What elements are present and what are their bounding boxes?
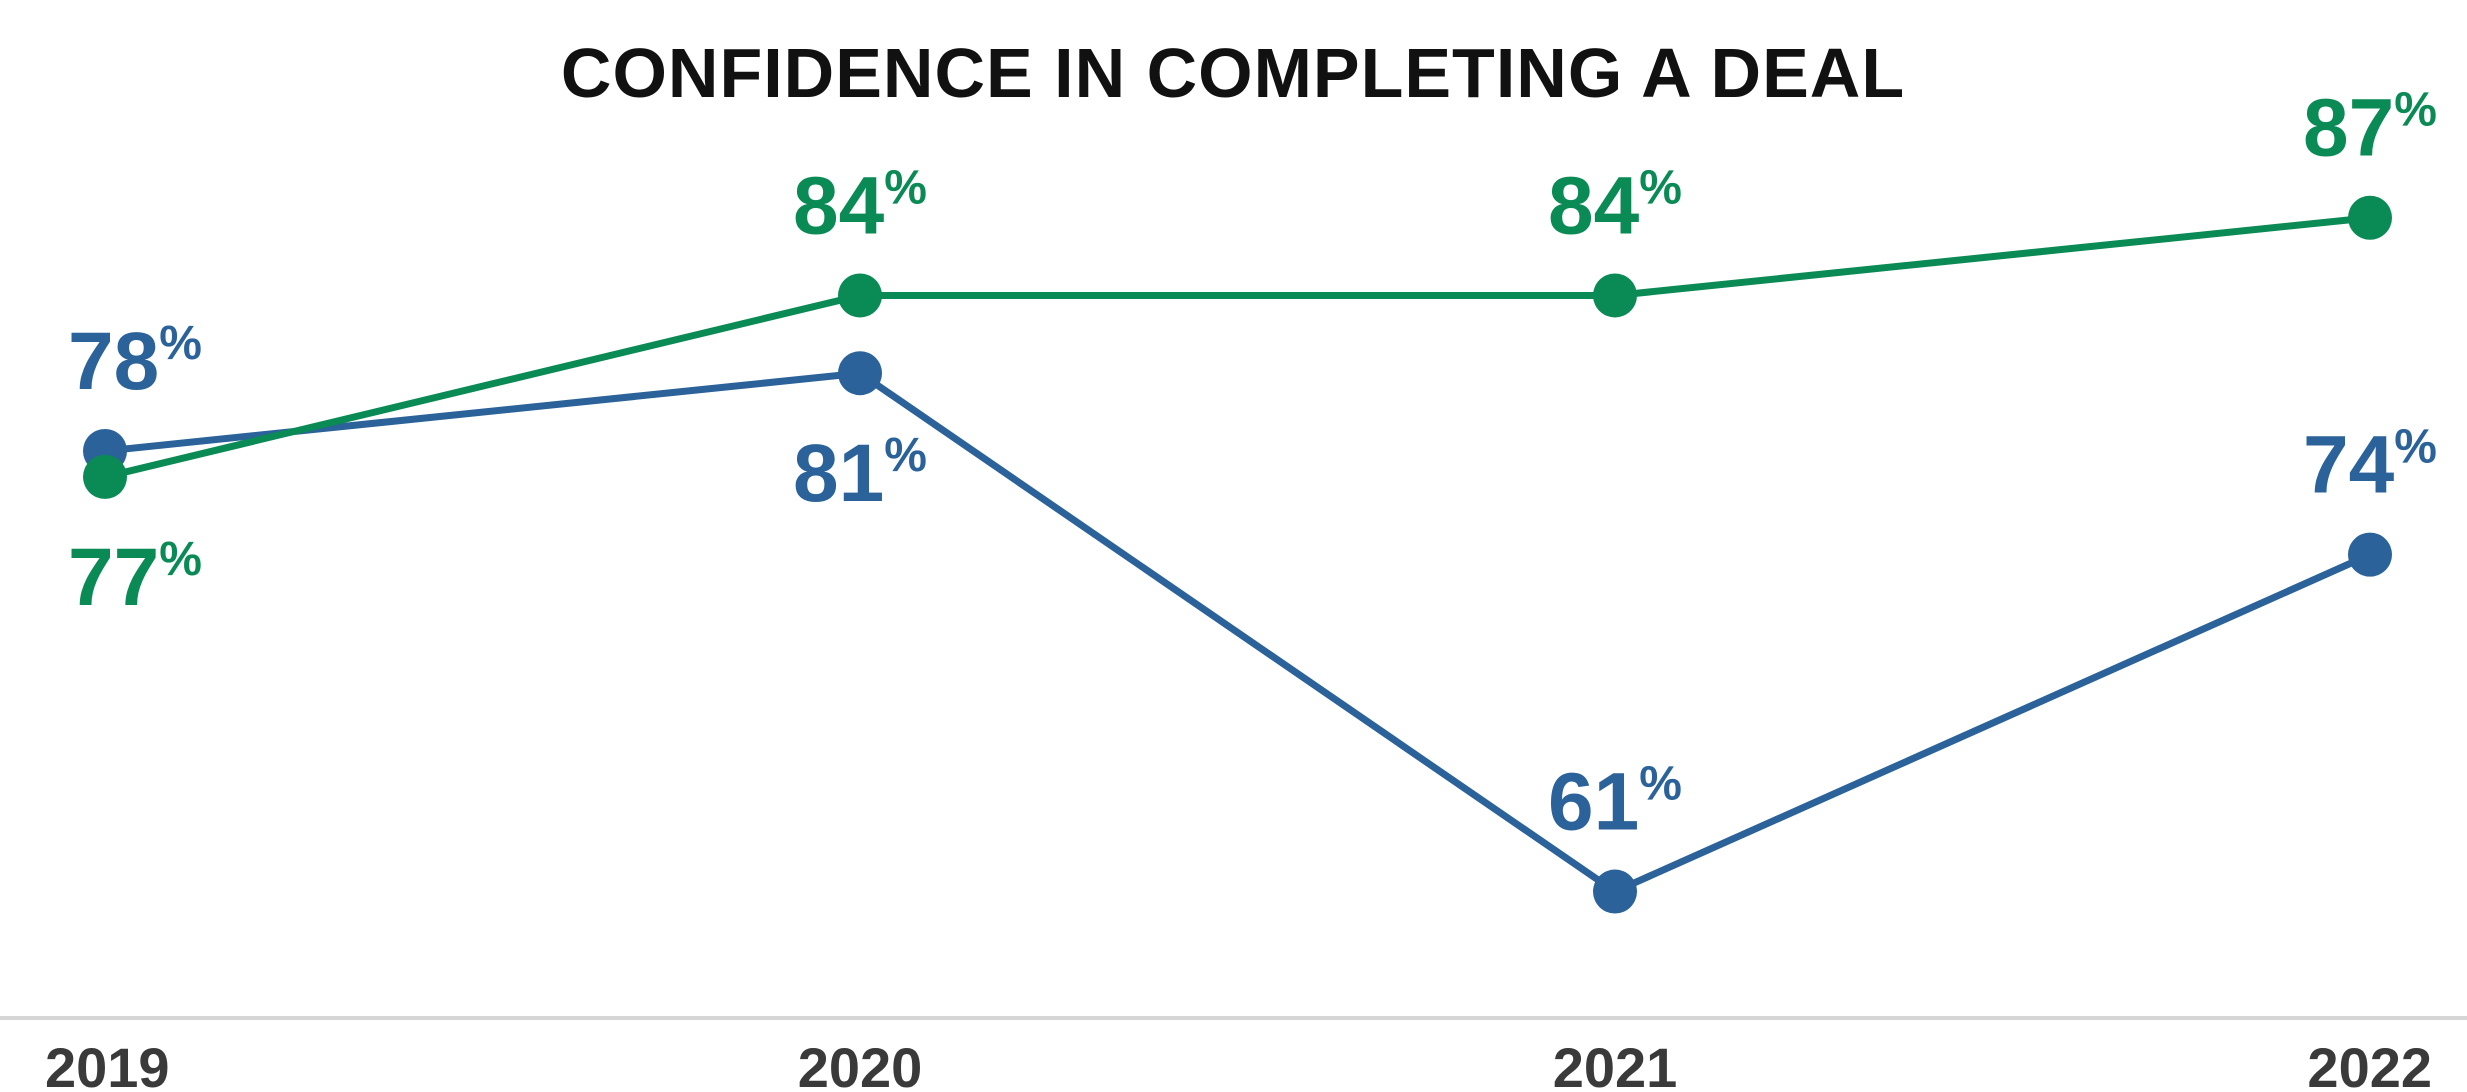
series-line-2: [101, 214, 2374, 481]
series-1-point-2022: [2348, 532, 2392, 577]
series-1-point-2020: [838, 351, 882, 396]
x-tick-label-2020: 2020: [798, 1036, 923, 1092]
x-tick-label-2019: 2019: [45, 1036, 170, 1092]
data-label-series-2-2019: 77%: [68, 532, 202, 623]
data-label-series-2-2020: 84%: [793, 160, 927, 251]
series-2-point-2020: [838, 273, 882, 318]
data-label-series-1-2019: 78%: [68, 316, 202, 407]
series-2-point-2021: [1593, 273, 1637, 318]
data-label-series-1-2020: 81%: [793, 428, 927, 519]
data-label-series-1-2021: 61%: [1548, 757, 1682, 848]
series-2-point-2022: [2348, 195, 2392, 240]
x-tick-label-2022: 2022: [2307, 1036, 2432, 1092]
x-axis: 2019 2020 2021 2022: [0, 1016, 2467, 1092]
series-1-point-2021: [1593, 869, 1637, 914]
series-line-1: [101, 369, 2374, 896]
chart-title: CONFIDENCE IN COMPLETING A DEAL: [561, 34, 1905, 112]
x-tick-label-2021: 2021: [1553, 1036, 1678, 1092]
data-label-series-2-2022: 87%: [2303, 83, 2437, 174]
series-layer: [83, 195, 2392, 914]
data-label-layer: 78% 81% 61% 74% 77% 84% 84% 87%: [68, 83, 2437, 848]
data-label-series-1-2022: 74%: [2303, 420, 2437, 511]
data-label-series-2-2021: 84%: [1548, 160, 1682, 251]
series-2-point-2019: [83, 454, 127, 499]
